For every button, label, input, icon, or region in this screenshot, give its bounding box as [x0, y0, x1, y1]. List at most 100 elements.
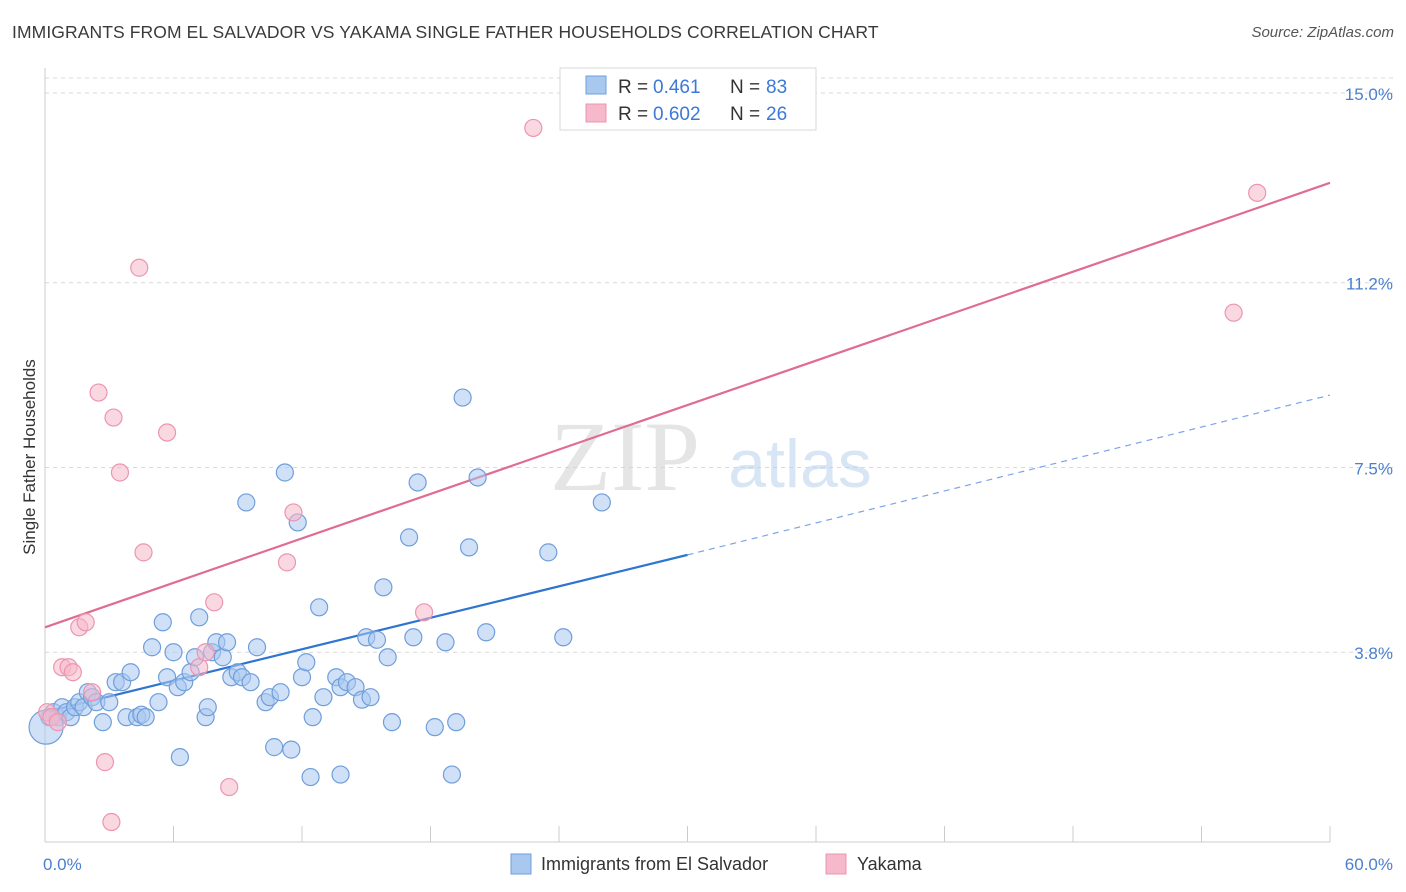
data-point-yakama	[48, 713, 67, 732]
legend-series-blue-swatch	[510, 853, 532, 875]
x-tick-labels: 0.0% 60.0%	[43, 855, 1393, 874]
data-point-immigrants	[241, 673, 260, 692]
legend-series-2: Yakama	[857, 854, 923, 874]
data-point-immigrants	[275, 463, 294, 482]
legend-series-1: Immigrants from El Salvador	[541, 854, 768, 874]
data-point-yakama	[104, 408, 123, 427]
data-point-yakama	[524, 118, 543, 138]
data-point-immigrants	[217, 633, 237, 652]
data-point-yakama	[205, 593, 224, 612]
data-point-immigrants	[382, 713, 402, 732]
data-point-immigrants	[408, 473, 427, 492]
series-immigrants-points	[28, 388, 611, 787]
y-tick-label: 7.5%	[1354, 459, 1393, 478]
trend-line-yakama	[44, 181, 1331, 629]
data-point-immigrants	[310, 598, 329, 617]
data-point-immigrants	[247, 638, 267, 657]
series-legend: Immigrants from El Salvador Yakama	[510, 853, 923, 875]
legend-n-label-1: N =	[730, 77, 760, 98]
data-point-immigrants	[378, 648, 397, 667]
y-axis-label: Single Father Households	[20, 359, 39, 555]
legend-r-value-1: 0.461	[653, 77, 701, 98]
y-tick-labels: 3.8% 7.5% 11.2% 15.0%	[1345, 85, 1393, 663]
data-point-immigrants	[404, 628, 423, 647]
data-point-immigrants	[554, 628, 573, 647]
data-point-immigrants	[198, 698, 217, 717]
y-tick-label: 11.2%	[1346, 275, 1393, 294]
data-point-immigrants	[447, 713, 466, 732]
data-point-immigrants	[121, 663, 140, 682]
data-point-immigrants	[93, 713, 112, 732]
data-point-yakama	[220, 777, 239, 797]
data-point-immigrants	[399, 528, 419, 547]
legend-n-label-2: N =	[730, 104, 760, 125]
data-point-immigrants	[374, 578, 393, 597]
data-point-immigrants	[297, 653, 316, 672]
data-point-yakama	[277, 553, 297, 572]
watermark-zip: ZIP	[550, 401, 700, 512]
data-point-yakama	[83, 683, 102, 702]
data-point-immigrants	[142, 638, 162, 657]
data-point-immigrants	[100, 693, 119, 712]
stats-legend: R = 0.461 N = 83 R = 0.602 N = 26	[559, 67, 817, 131]
data-point-yakama	[110, 463, 130, 482]
data-point-immigrants	[436, 633, 455, 652]
data-point-immigrants	[539, 543, 558, 562]
legend-series-pink-swatch	[825, 853, 847, 875]
data-point-immigrants	[301, 767, 320, 787]
data-point-yakama	[284, 503, 303, 522]
data-point-yakama	[76, 613, 95, 632]
data-point-yakama	[1224, 303, 1243, 322]
legend-r-label-2: R =	[618, 104, 648, 125]
legend-n-value-2: 26	[766, 104, 787, 125]
data-point-immigrants	[331, 765, 350, 784]
data-point-immigrants	[237, 493, 256, 512]
data-point-immigrants	[213, 648, 232, 667]
chart-title: IMMIGRANTS FROM EL SALVADOR VS YAKAMA SI…	[12, 22, 879, 42]
legend-n-value-1: 83	[766, 77, 787, 98]
data-point-yakama	[95, 753, 115, 772]
data-point-yakama	[157, 423, 177, 442]
grid-lines	[45, 77, 1393, 653]
data-point-yakama	[102, 812, 121, 832]
watermark-atlas: atlas	[728, 426, 872, 502]
data-point-immigrants	[367, 630, 387, 649]
trend-line-immigrants-extension	[687, 394, 1331, 556]
data-point-yakama	[196, 643, 215, 662]
data-point-immigrants	[190, 608, 209, 627]
source-note: Source: ZipAtlas.com	[1251, 24, 1394, 41]
data-point-yakama	[1248, 183, 1267, 202]
legend-blue-swatch	[585, 75, 607, 95]
data-point-yakama	[89, 383, 108, 402]
data-point-immigrants	[292, 668, 312, 687]
data-point-immigrants	[425, 718, 444, 737]
legend-r-value-2: 0.602	[653, 104, 701, 125]
data-point-immigrants	[592, 493, 611, 512]
data-point-immigrants	[453, 388, 472, 407]
data-point-immigrants	[265, 738, 284, 757]
data-point-immigrants	[149, 693, 168, 712]
data-point-immigrants	[164, 643, 183, 662]
series-yakama-points	[38, 118, 1267, 832]
data-point-yakama	[63, 663, 82, 682]
data-point-immigrants	[136, 708, 155, 727]
data-point-immigrants	[361, 688, 380, 707]
data-point-yakama	[190, 658, 209, 677]
y-tick-label: 3.8%	[1354, 644, 1393, 663]
data-point-yakama	[130, 258, 149, 277]
data-point-immigrants	[442, 765, 462, 784]
legend-pink-swatch	[585, 103, 607, 123]
data-point-immigrants	[477, 623, 496, 642]
data-point-immigrants	[153, 613, 172, 632]
legend-r-label-1: R =	[618, 77, 648, 98]
data-point-immigrants	[314, 688, 333, 707]
data-point-immigrants	[468, 468, 487, 487]
x-tick-label-max: 60.0%	[1345, 855, 1393, 874]
data-point-immigrants	[459, 538, 479, 557]
data-point-immigrants	[271, 683, 290, 702]
data-point-yakama	[134, 543, 153, 562]
data-point-immigrants	[170, 748, 190, 767]
y-tick-label: 15.0%	[1345, 85, 1393, 104]
x-tick-label-min: 0.0%	[43, 855, 82, 874]
